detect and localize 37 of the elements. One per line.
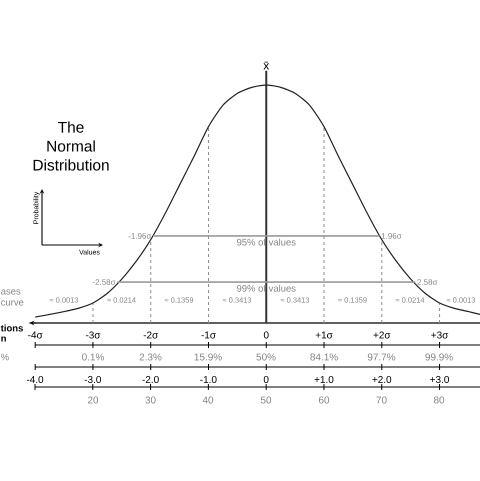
ref-line-label: x̄ [263,62,270,70]
x-tick-label: -2σ [144,331,158,339]
text: curve [1,300,24,306]
x2-tick-label: -1.0 [200,376,217,384]
x-tick-label: -4σ [28,332,43,338]
text: 50 [260,396,272,404]
text: % [1,354,9,360]
text: 97.7% [368,353,396,361]
text: ases [1,289,20,295]
x2-tick-label: 0 [264,376,269,384]
x-tick-label: -3σ [86,331,100,339]
text: 20 [88,396,98,404]
x-tick-label: -1σ [201,332,216,338]
text: 84.1% [310,353,338,361]
x-tick-label: 0 [264,331,269,339]
x2-tick-label: -3.0 [84,376,101,384]
text: 30 [145,396,156,404]
text: 0.1% [82,353,104,361]
x2-tick-label: -4.0 [26,376,44,384]
x-tick-label: +2σ [374,331,390,339]
text: 70 [376,396,387,404]
x-tick-label: +3σ [431,331,448,339]
text: tions [0,324,23,332]
text: 2.3% [140,353,162,361]
text: 15.9% [194,353,222,361]
text: 60 [318,396,330,404]
text: n [1,336,6,342]
text: 40 [202,396,214,404]
x2-tick-label: +3.0 [430,376,449,384]
text: 80 [434,396,444,404]
x2-tick-label: +2.0 [372,376,392,384]
text: 99.9% [425,353,453,361]
x2-tick-label: -2.0 [142,376,159,384]
text: The Normal Distribution [34,121,109,171]
x2-tick-label: +1.0 [314,376,334,384]
x-tick-label: +1σ [316,332,333,338]
text: 50% [256,353,276,361]
